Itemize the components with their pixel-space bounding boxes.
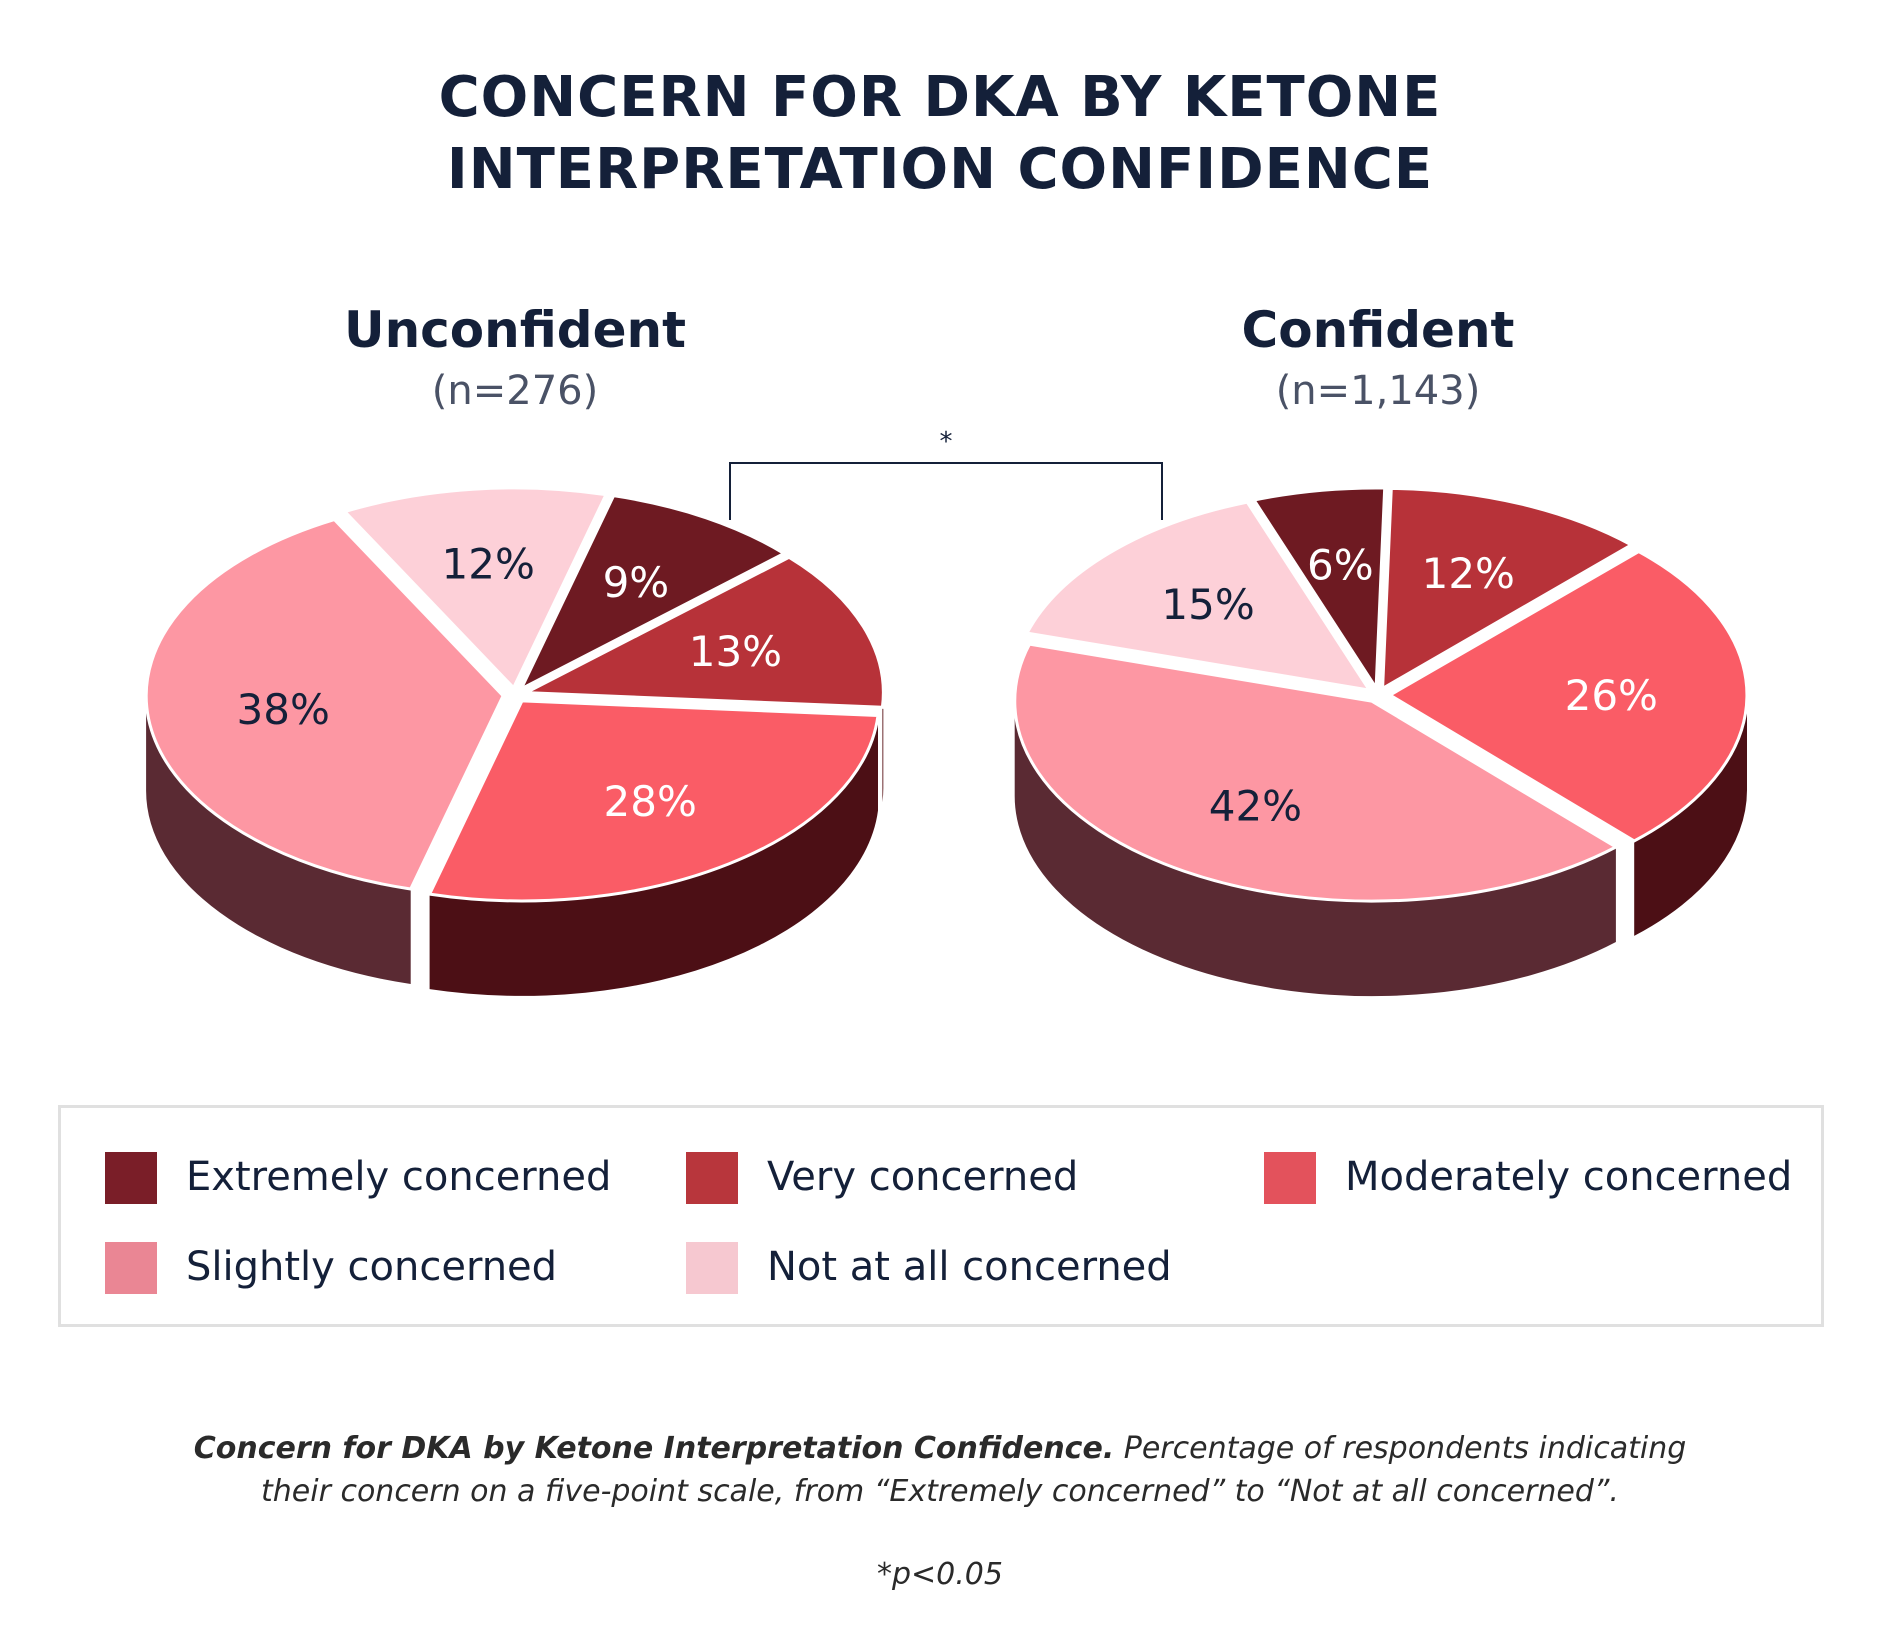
pie-n-unconfident: (n=276) (432, 368, 598, 414)
pie-1-label-slightly: 42% (1209, 782, 1302, 831)
pie-0-label-not-at-all: 12% (442, 540, 535, 589)
pie-unconfident: 9% 13% 28% 38% 12% (144, 486, 885, 996)
significance-marker: * (940, 427, 953, 457)
pie-1-slice-slightly (1013, 642, 1619, 903)
caption-line-1: Percentage of respondents indicating (1114, 1431, 1687, 1466)
pie-1-side-slightly (1014, 701, 1616, 997)
caption-line-2: their concern on a five-point scale, fro… (261, 1474, 1619, 1509)
chart-title-line-2: INTERPRETATION CONFIDENCE (446, 137, 1434, 202)
legend-label-moderately: Moderately concerned (1345, 1154, 1793, 1200)
legend-label-slightly: Slightly concerned (186, 1244, 558, 1290)
pie-title-confident: Confident (1242, 301, 1515, 359)
caption-title: Concern for DKA by Ketone Interpretation… (193, 1431, 1115, 1466)
legend-label-not-at-all: Not at all concerned (767, 1244, 1172, 1290)
pie-1-sides (1014, 695, 1747, 997)
chart-title-line-1: CONCERN FOR DKA BY KETONE (438, 65, 1442, 130)
pie-0-sides (146, 692, 884, 996)
pie-1-labels: 6% 12% 26% 42% 15% (1161, 541, 1658, 831)
figure-caption: Concern for DKA by Ketone Interpretation… (0, 1427, 1880, 1513)
pie-0-slice-not-at-all (342, 486, 609, 691)
pie-1-label-not-at-all: 15% (1161, 580, 1254, 629)
pie-0-slice-slightly (144, 517, 505, 891)
pie-1-slice-not-at-all (1024, 500, 1373, 693)
legend-label-very: Very concerned (767, 1154, 1079, 1200)
legend-label-extremely: Extremely concerned (186, 1154, 612, 1200)
pie-1-side-moderately (1634, 695, 1747, 936)
p-value-footnote: *p<0.05 (877, 1557, 1003, 1592)
legend: Extremely concerned Very concerned Moder… (58, 1105, 1824, 1327)
pie-0-tops (144, 486, 885, 903)
pie-0-label-slightly: 38% (237, 685, 330, 734)
pie-0-label-extremely: 9% (603, 558, 670, 607)
significance-bracket (729, 462, 1163, 520)
pie-1-label-moderately: 26% (1565, 671, 1658, 720)
pie-1-label-very: 12% (1422, 549, 1515, 598)
pie-1-slice-very (1380, 486, 1635, 692)
chart-title: CONCERN FOR DKA BY KETONE INTERPRETATION… (0, 62, 1880, 206)
pie-0-side-slightly (146, 695, 411, 984)
legend-swatch-very (686, 1152, 738, 1204)
legend-swatch-not-at-all (686, 1242, 738, 1294)
pie-title-unconfident: Unconfident (344, 301, 686, 359)
pie-n-confident: (n=1,143) (1276, 368, 1481, 414)
legend-swatch-moderately (1264, 1152, 1316, 1204)
pie-0-slice-moderately (427, 699, 880, 903)
pie-0-slice-very (520, 555, 885, 709)
pie-1-tops (1013, 486, 1749, 903)
legend-swatch-extremely (105, 1152, 157, 1204)
pie-0-side-very (882, 692, 884, 803)
pie-0-labels: 9% 13% 28% 38% 12% (237, 540, 783, 826)
pie-0-side-moderately (429, 715, 878, 996)
pie-1-slice-extremely (1251, 486, 1387, 693)
legend-swatch-slightly (105, 1242, 157, 1294)
pie-0-slice-extremely (517, 494, 788, 693)
pie-charts: 9% 13% 28% 38% 12% 6% 12% 26% 42% 15% Unconfiden… (144, 301, 1749, 997)
pie-confident: 6% 12% 26% 42% 15% (1013, 486, 1749, 997)
pie-1-label-extremely: 6% (1307, 541, 1374, 590)
pie-0-label-moderately: 28% (604, 777, 697, 826)
pie-1-slice-moderately (1387, 549, 1749, 843)
pie-0-label-very: 13% (689, 627, 782, 676)
